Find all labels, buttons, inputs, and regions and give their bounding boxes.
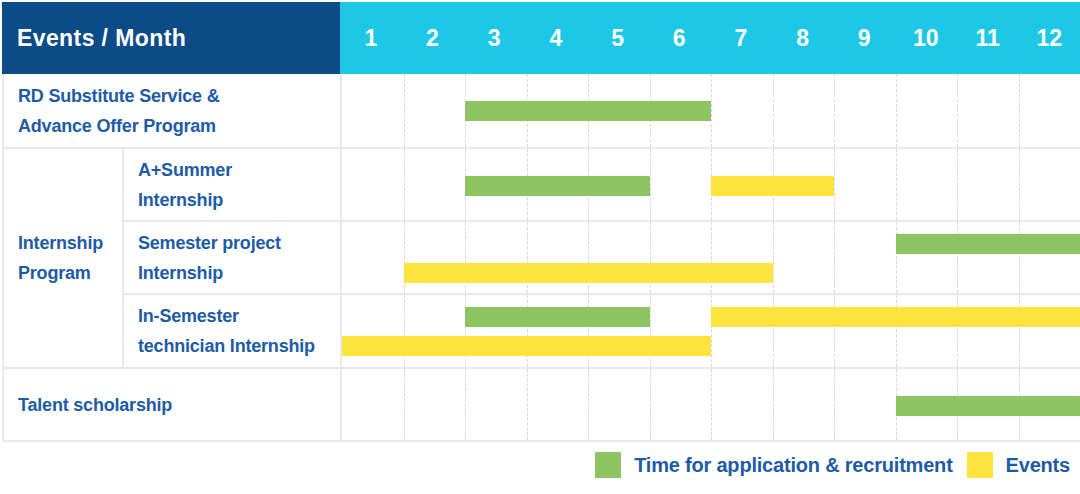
label-line: A+Summer — [138, 155, 340, 185]
row-label-talent-scholarship: Talent scholarship — [4, 367, 340, 440]
month-label: 11 — [957, 2, 1019, 74]
month-gridline — [834, 222, 835, 293]
month-gridline — [896, 74, 897, 147]
chart-cell-semester-project-internship — [340, 220, 1080, 293]
month-gridline — [711, 369, 712, 440]
legend-item-event: Events — [967, 452, 1070, 478]
month-gridline — [650, 369, 651, 440]
recruitment-bar — [465, 307, 650, 327]
group-label-internship-program: InternshipProgram — [4, 147, 124, 367]
month-label: 6 — [648, 2, 710, 74]
recruitment-bar — [465, 101, 711, 121]
month-label: 3 — [463, 2, 525, 74]
recruitment-swatch — [595, 452, 621, 478]
month-gridline — [1019, 295, 1020, 367]
label-line: RD Substitute Service & — [18, 81, 340, 111]
month-gridline — [1019, 149, 1020, 220]
month-label: 10 — [895, 2, 957, 74]
month-header-row: 123456789101112 — [340, 2, 1080, 74]
label-line: Talent scholarship — [18, 390, 340, 420]
label-line: Internship — [138, 258, 340, 288]
recruitment-bar — [896, 234, 1080, 254]
month-gridline — [896, 295, 897, 367]
month-gridline — [1019, 222, 1020, 293]
label-line: Semester project — [138, 228, 340, 258]
event-bar — [711, 307, 1080, 327]
month-label: 1 — [340, 2, 402, 74]
month-gridline — [650, 295, 651, 367]
month-gridline — [773, 222, 774, 293]
month-label: 8 — [772, 2, 834, 74]
recruitment-bar — [896, 396, 1080, 416]
month-gridline — [834, 74, 835, 147]
month-gridline — [527, 369, 528, 440]
legend: Time for application & recruitment Events — [595, 452, 1070, 478]
month-label: 4 — [525, 2, 587, 74]
row-label-semester-project-internship: Semester projectInternship — [124, 220, 340, 293]
row-label-a-plus-summer-internship: A+SummerInternship — [124, 147, 340, 220]
month-gridline — [404, 295, 405, 367]
month-gridline — [957, 295, 958, 367]
month-gridline — [773, 74, 774, 147]
month-gridline — [404, 369, 405, 440]
month-label: 5 — [587, 2, 649, 74]
event-bar — [342, 336, 711, 356]
events-month-header: Events / Month — [2, 2, 340, 74]
month-gridline — [834, 295, 835, 367]
legend-label: Events — [1006, 454, 1070, 477]
legend-label: Time for application & recruitment — [634, 454, 952, 477]
recruitment-bar — [465, 176, 650, 196]
gantt-table: Events / Month 123456789101112 RD Substi… — [2, 2, 1080, 442]
label-line: Program — [18, 258, 122, 288]
row-label-in-semester-technician-internship: In-Semestertechnician Internship — [124, 293, 340, 367]
month-gridline — [1019, 74, 1020, 147]
month-gridline — [957, 222, 958, 293]
label-line: Internship — [18, 228, 122, 258]
month-gridline — [773, 295, 774, 367]
month-gridline — [588, 295, 589, 367]
row-label-rd-substitute-service: RD Substitute Service &Advance Offer Pro… — [4, 74, 340, 147]
month-gridline — [404, 74, 405, 147]
month-gridline — [465, 369, 466, 440]
month-gridline — [650, 149, 651, 220]
month-gridline — [527, 295, 528, 367]
label-line: technician Internship — [138, 331, 340, 361]
chart-cell-in-semester-technician-internship — [340, 293, 1080, 367]
month-gridline — [711, 295, 712, 367]
events-swatch — [967, 452, 993, 478]
month-gridline — [711, 74, 712, 147]
chart-cell-rd-substitute-service — [340, 74, 1080, 147]
label-line: Internship — [138, 185, 340, 215]
month-gridline — [465, 295, 466, 367]
month-gridline — [834, 149, 835, 220]
month-label: 9 — [833, 2, 895, 74]
chart-cell-talent-scholarship — [340, 367, 1080, 440]
month-gridline — [404, 149, 405, 220]
month-label: 7 — [710, 2, 772, 74]
gantt-chart-figure: Events / Month 123456789101112 RD Substi… — [0, 0, 1080, 494]
month-label: 12 — [1018, 2, 1080, 74]
month-gridline — [957, 74, 958, 147]
label-line: In-Semester — [138, 301, 340, 331]
legend-item-recruitment: Time for application & recruitment — [595, 452, 952, 478]
chart-cell-a-plus-summer-internship — [340, 147, 1080, 220]
month-gridline — [957, 149, 958, 220]
month-label: 2 — [402, 2, 464, 74]
month-gridline — [896, 222, 897, 293]
event-bar — [711, 176, 834, 196]
month-gridline — [588, 369, 589, 440]
label-line: Advance Offer Program — [18, 111, 340, 141]
month-gridline — [773, 369, 774, 440]
gantt-body: RD Substitute Service &Advance Offer Pro… — [2, 74, 1080, 442]
month-gridline — [896, 149, 897, 220]
month-gridline — [834, 369, 835, 440]
table-header-row: Events / Month 123456789101112 — [2, 2, 1080, 74]
event-bar — [404, 263, 773, 283]
